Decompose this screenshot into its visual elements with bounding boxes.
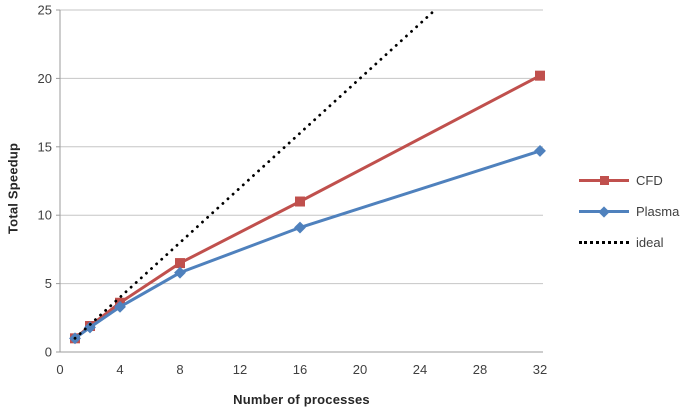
data-point-square xyxy=(535,70,545,81)
plasma-line-sample xyxy=(579,204,629,219)
y-tick-label: 0 xyxy=(45,345,52,360)
legend-item-ideal: ideal xyxy=(579,232,679,253)
x-axis-title: Number of processes xyxy=(233,392,370,407)
y-tick-label: 20 xyxy=(38,71,52,86)
x-tick-label: 32 xyxy=(533,362,547,377)
cfd-line-sample xyxy=(579,173,629,188)
diamond-marker-icon xyxy=(598,205,610,218)
square-marker-icon xyxy=(599,176,609,185)
x-tick-label: 0 xyxy=(56,362,63,377)
legend-item-plasma: Plasma xyxy=(579,201,679,222)
legend: CFD Plasma ideal xyxy=(579,170,679,253)
legend-label: CFD xyxy=(636,173,663,188)
x-tick-label: 8 xyxy=(176,362,183,377)
legend-label: Plasma xyxy=(636,204,680,219)
series-line-cfd xyxy=(74,74,541,340)
y-tick-label: 5 xyxy=(45,276,52,291)
y-axis-title: Total Speedup xyxy=(5,142,21,234)
ideal-line-sample xyxy=(579,235,629,250)
x-tick-label: 16 xyxy=(293,362,307,377)
series-line-plasma xyxy=(74,149,541,340)
data-point-diamond xyxy=(294,221,306,234)
y-tick-label: 15 xyxy=(38,139,52,154)
y-tick-label: 25 xyxy=(38,3,52,18)
data-point-square xyxy=(295,196,305,207)
x-tick-label: 28 xyxy=(473,362,487,377)
x-tick-label: 24 xyxy=(413,362,427,377)
data-point-diamond xyxy=(84,321,96,334)
legend-item-cfd: CFD xyxy=(579,170,679,191)
y-tick-label: 10 xyxy=(38,208,52,223)
x-tick-label: 20 xyxy=(353,362,367,377)
series-line-ideal xyxy=(73,8,437,340)
x-tick-label: 12 xyxy=(233,362,247,377)
data-point-diamond xyxy=(174,266,186,279)
data-point-square xyxy=(175,258,185,269)
x-tick-label: 4 xyxy=(116,362,123,377)
legend-label: ideal xyxy=(636,235,664,250)
